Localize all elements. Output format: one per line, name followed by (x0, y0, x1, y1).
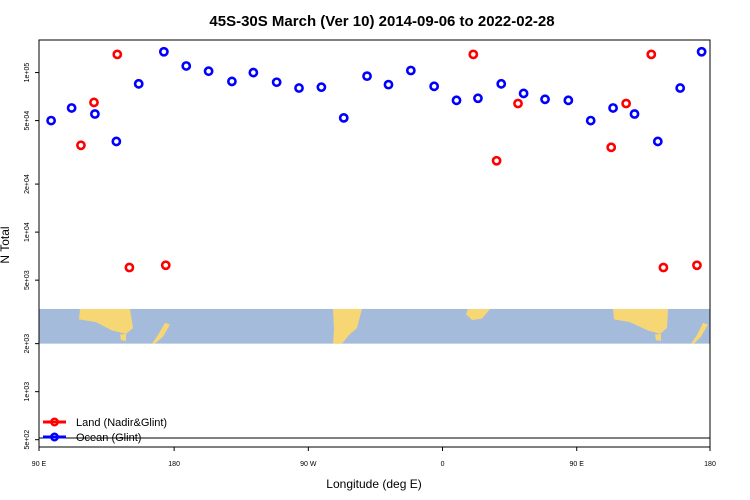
land-point (491, 155, 502, 166)
y-tick-label: 2e+03 (24, 334, 31, 354)
land-point (513, 98, 523, 109)
ocean-point (629, 109, 640, 119)
ocean-point (248, 67, 259, 78)
plot-frame (38, 39, 711, 448)
x-axis-title: Longitude (deg E) (326, 477, 421, 491)
ocean-point (696, 46, 707, 57)
chart-title: 45S-30S March (Ver 10) 2014-09-06 to 202… (209, 13, 554, 30)
land-point (124, 262, 135, 273)
map-land-australia (79, 308, 133, 334)
land-point (658, 262, 669, 273)
x-tick-label: 90 E (570, 461, 585, 468)
legend: Land (Nadir&Glint) Ocean (Glint) (43, 417, 167, 444)
ocean-point (518, 88, 529, 99)
y-tick-label: 5e+02 (24, 430, 31, 450)
map-land-new-zealand (152, 322, 170, 344)
ocean-point (181, 61, 192, 71)
ocean-point (316, 82, 327, 93)
background-map (39, 308, 710, 344)
y-tick-label: 5e+04 (24, 111, 31, 131)
ocean-point (338, 112, 349, 123)
ocean-point (652, 136, 663, 147)
ocean-point (46, 115, 57, 126)
ocean-point (90, 109, 100, 119)
land-point (89, 97, 99, 108)
ocean-point (563, 95, 574, 106)
y-tick-label: 1e+03 (24, 382, 31, 402)
land-point (76, 140, 86, 151)
ocean-point (585, 115, 596, 126)
x-tick-label: 180 (704, 461, 716, 468)
map-land-new-zealand-2 (691, 322, 708, 344)
ocean-point (203, 66, 214, 77)
legend-marker-land (50, 417, 60, 427)
ocean-point (158, 46, 169, 57)
ocean-point (608, 103, 618, 113)
legend-label-ocean: Ocean (Glint) (76, 432, 141, 444)
land-point (621, 98, 632, 109)
x-tick-label: 0 (441, 461, 445, 468)
x-tick-label: 90 E (32, 461, 47, 468)
legend-marker-ocean (50, 432, 60, 442)
ocean-point (66, 103, 77, 113)
land-point (606, 142, 617, 153)
land-point (160, 260, 171, 271)
ocean-point (271, 77, 282, 88)
y-tick-label: 5e+03 (24, 270, 31, 290)
map-land-australia-2 (613, 308, 668, 334)
x-tick-label: 180 (168, 461, 180, 468)
ocean-point (405, 65, 416, 76)
y-tick-label: 1e+04 (24, 222, 31, 242)
ocean-point (133, 78, 144, 89)
ocean-point (451, 95, 462, 106)
map-ocean-band (39, 308, 710, 344)
ocean-point (362, 71, 372, 82)
ocean-point (473, 93, 483, 104)
axes: 90 E 180 90 W 0 90 E 180 5e+02 1e+03 2e+03 5e+03 1… (24, 39, 716, 468)
land-point (112, 49, 123, 60)
x-tick-label: 90 W (300, 461, 317, 468)
ocean-point (675, 83, 686, 93)
ocean-point (496, 78, 507, 89)
map-land-tasmania-2 (655, 333, 661, 341)
ocean-point (294, 83, 304, 93)
map-land-tasmania (120, 333, 126, 341)
y-tick-label: 2e+04 (24, 174, 31, 194)
y-axis-title: N Total (0, 226, 12, 263)
ocean-point (111, 136, 122, 147)
land-point (692, 260, 702, 271)
y-tick-label: 1e+05 (24, 63, 31, 83)
ocean-point (540, 94, 550, 105)
map-land-africa (466, 308, 490, 321)
map-land-south-america (333, 308, 362, 344)
data-points (46, 46, 707, 273)
land-point (468, 49, 479, 60)
ocean-point (429, 81, 440, 92)
ocean-point (227, 76, 237, 87)
legend-label-land: Land (Nadir&Glint) (76, 417, 167, 429)
ocean-point (383, 79, 394, 90)
land-point (646, 49, 657, 60)
